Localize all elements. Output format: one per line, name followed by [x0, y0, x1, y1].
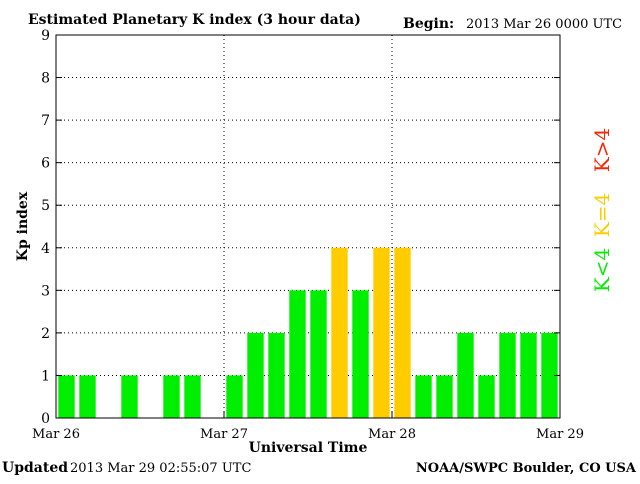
y-tick-label: 0: [41, 411, 50, 427]
kp-bar: [58, 375, 75, 418]
x-tick-label: Mar 27: [200, 427, 248, 442]
y-tick-label: 2: [41, 326, 50, 342]
y-axis-title: Kp index: [15, 191, 31, 261]
kp-bar: [184, 375, 201, 418]
x-tick-label: Mar 26: [32, 427, 80, 442]
kp-bar: [457, 332, 474, 418]
y-tick-label: 4: [41, 241, 50, 257]
plot-frame: [55, 34, 561, 419]
source-credit: NOAA/SWPC Boulder, CO USA: [416, 461, 637, 476]
kp-bar: [163, 375, 180, 418]
kp-bar: [478, 375, 495, 418]
kp-bar: [436, 375, 453, 418]
chart-title: Estimated Planetary K index (3 hour data…: [28, 12, 361, 28]
begin-label: Begin:: [403, 16, 454, 32]
legend-entry: K<4: [590, 248, 614, 292]
x-tick-label: Mar 28: [368, 427, 416, 442]
kp-bar: [352, 290, 369, 418]
y-tick-label: 6: [41, 156, 50, 172]
kp-bar: [247, 332, 264, 418]
kp-bar: [499, 332, 516, 418]
kp-bar: [121, 375, 138, 418]
legend-entry: K=4: [590, 193, 614, 237]
kp-bar: [415, 375, 432, 418]
kp-bar: [289, 290, 306, 418]
updated-timestamp: 2013 Mar 29 02:55:07 UTC: [70, 461, 251, 476]
kp-bar: [79, 375, 96, 418]
legend-entry: K>4: [590, 128, 614, 172]
kp-bar: [268, 332, 285, 418]
kp-bar: [394, 247, 411, 418]
kp-bar: [310, 290, 327, 418]
y-tick-label: 9: [41, 28, 50, 44]
plot-area: 0 1 2 3 4 5 6 7 8 9 Mar 26 Mar 27 Mar 28 Mar 29 Univer…: [15, 28, 614, 456]
y-tick-label: 8: [41, 71, 50, 87]
x-axis-title: Universal Time: [249, 440, 368, 456]
kp-bar: [520, 332, 537, 418]
y-tick-label: 1: [41, 368, 50, 384]
updated-label: Updated: [2, 460, 68, 476]
kp-bar: [541, 332, 558, 418]
y-tick-label: 3: [41, 283, 50, 299]
x-tick-label: Mar 29: [536, 427, 584, 442]
kp-bar: [373, 247, 390, 418]
begin-value: 2013 Mar 26 0000 UTC: [466, 17, 622, 32]
kp-bar: [331, 247, 348, 418]
kp-bar: [226, 375, 243, 418]
y-tick-label: 7: [41, 113, 50, 129]
y-tick-label: 5: [41, 198, 50, 214]
